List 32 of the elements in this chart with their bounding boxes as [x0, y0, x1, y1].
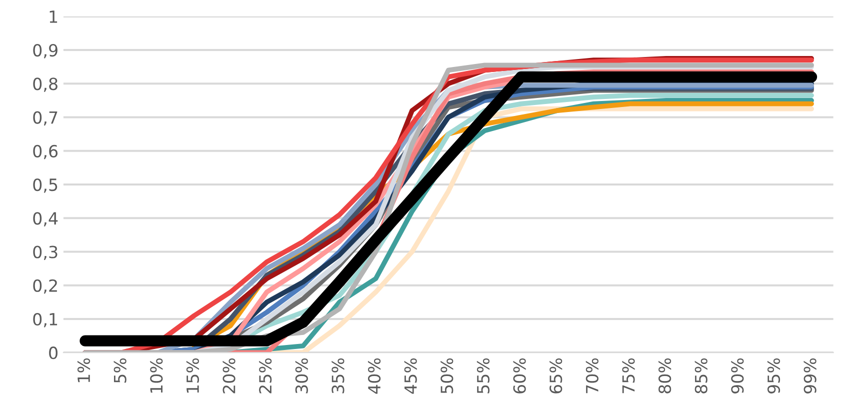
x-tick-label: 70% [586, 358, 598, 394]
x-tick-label: 30% [295, 358, 308, 394]
x-tick-label: 20% [222, 358, 236, 394]
y-tick-label: 0,5 [33, 178, 58, 193]
x-tick-label: 1% [77, 358, 90, 382]
x-tick-label: 85% [694, 358, 708, 394]
x-tick-label: 99% [804, 358, 816, 394]
x-tick-label: 65% [550, 358, 562, 394]
x-tick-label: 90% [731, 358, 744, 394]
x-tick-label: 95% [767, 358, 780, 394]
x-tick-label: 55% [476, 358, 490, 394]
y-tick-label: 0,3 [33, 246, 58, 260]
y-tick-label: 0,7 [33, 111, 58, 126]
y-tick-label: 0,4 [33, 212, 58, 226]
x-tick-label: 40% [368, 358, 381, 394]
y-tick-label: 1 [50, 10, 58, 23]
y-tick-label: 0 [49, 346, 58, 360]
x-tick-label: 75% [622, 358, 635, 394]
x-tick-label: 45% [404, 358, 417, 394]
x-tick-label: 35% [332, 358, 344, 394]
y-tick-label: 0,8 [33, 78, 58, 92]
y-tick-label: 0,1 [33, 312, 58, 328]
x-tick-label: 50% [440, 358, 454, 394]
x-tick-label: 25% [259, 358, 272, 394]
x-tick-label: 5% [114, 358, 126, 383]
y-tick-label: 0,6 [33, 144, 58, 160]
y-tick-label: 0,9 [33, 44, 58, 58]
y-tick-label: 0,2 [33, 279, 57, 294]
x-tick-label: 80% [658, 358, 672, 394]
x-tick-label: 15% [186, 358, 200, 393]
x-tick-label: 10% [150, 358, 163, 393]
x-tick-label: 60% [513, 358, 526, 394]
